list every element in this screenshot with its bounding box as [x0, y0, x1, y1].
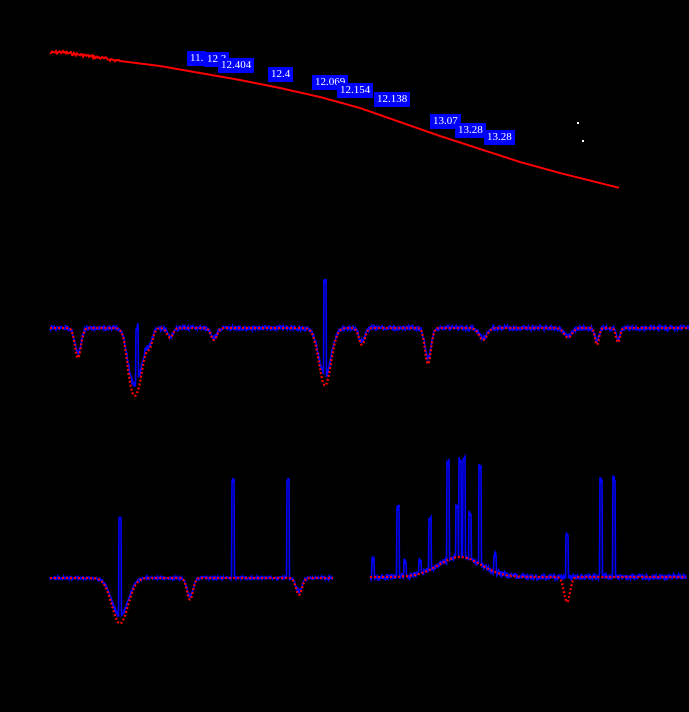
middle-spectrum-panel	[49, 278, 689, 397]
bottom-left-spectrum-panel	[49, 477, 334, 625]
bottom-right-spectrum-panel	[369, 453, 687, 604]
marker-dot	[577, 122, 579, 124]
marker-dot	[582, 140, 584, 142]
observed-spectrum-line	[49, 477, 334, 618]
magnitude-label: 12.4	[268, 67, 294, 82]
magnitude-label: 12.404	[218, 58, 255, 73]
magnitude-label: 12.138	[374, 92, 411, 107]
top-continuum-panel	[49, 49, 620, 189]
model-spectrum-line	[50, 326, 689, 397]
magnitude-label: 13.07	[430, 114, 461, 129]
magnitude-label: 13.28	[484, 130, 515, 145]
magnitude-label: 13.28	[455, 123, 486, 138]
magnitude-label: 12.154	[337, 83, 374, 98]
model-spectrum-line	[370, 555, 686, 604]
continuum-line	[49, 49, 620, 189]
magnitude-label: 11.	[187, 51, 207, 66]
model-spectrum-line	[50, 576, 333, 625]
